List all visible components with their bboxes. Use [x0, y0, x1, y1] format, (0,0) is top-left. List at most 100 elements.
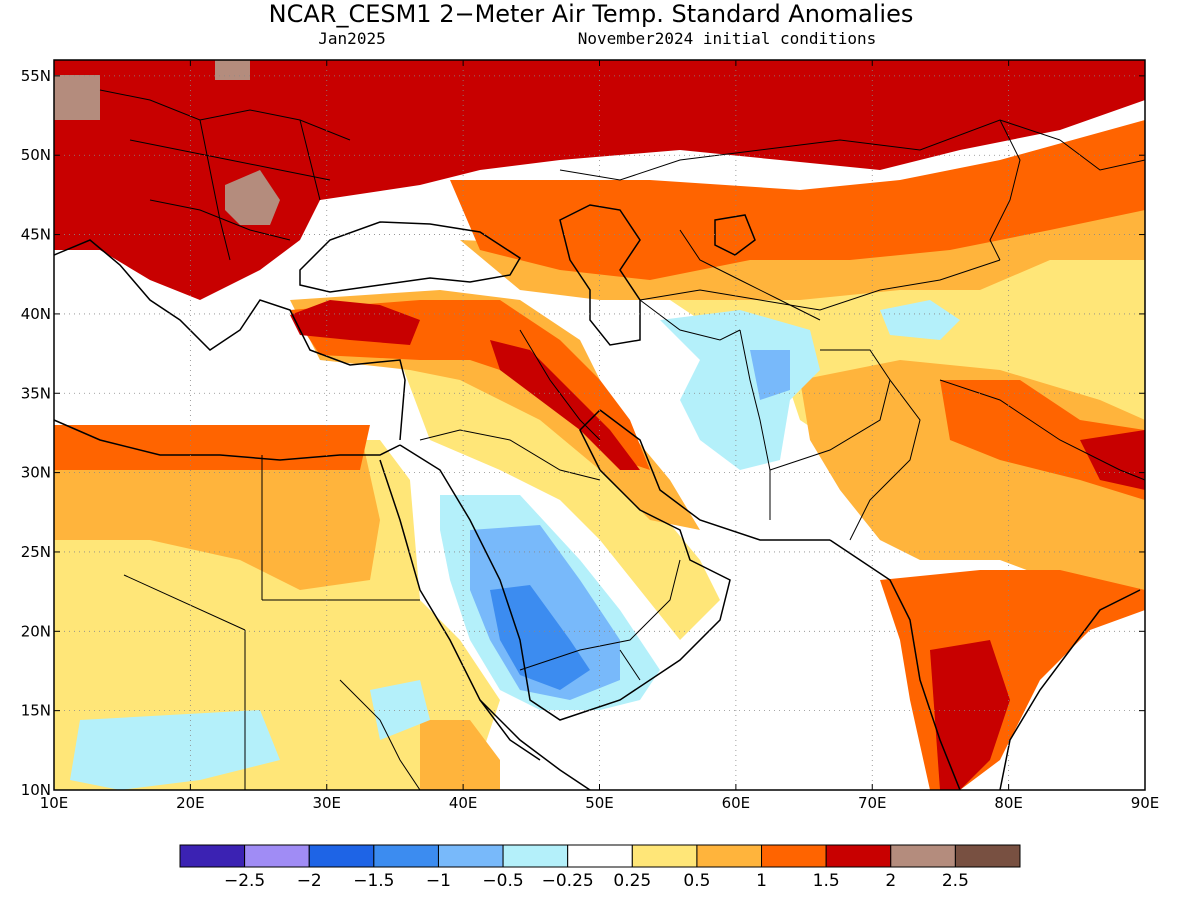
longitude-axis: 10E 20E 30E 40E 50E 60E 70E 80E 90E	[40, 60, 1160, 812]
colorbar-label: 1	[756, 871, 767, 891]
lat-tick-label: 20N	[21, 622, 51, 640]
colorbar-swatch	[696, 844, 763, 868]
colorbar-swatch	[567, 844, 633, 868]
coastline-mediterranean-north	[54, 239, 406, 441]
colorbar-swatch	[502, 844, 569, 868]
border-libya-chad	[123, 574, 246, 631]
colorbar-swatch	[437, 844, 504, 868]
anomaly-region-brown-north	[54, 75, 100, 120]
border-europe-2	[129, 139, 331, 181]
lat-tick-label: 30N	[21, 464, 51, 482]
lon-tick-label: 10E	[40, 794, 69, 812]
border-afghanistan-pakistan	[769, 349, 891, 471]
lat-tick-label: 50N	[21, 146, 51, 164]
lat-tick-label: 35N	[21, 384, 51, 402]
colorbar-label: 0.25	[613, 871, 651, 891]
gridlines	[54, 60, 1145, 790]
border-europe-3	[149, 199, 291, 241]
chart-title: NCAR_CESM1 2−Meter Air Temp. Standard An…	[269, 0, 914, 28]
anomaly-region-orange-north	[450, 120, 1145, 280]
colorbar: −2.5 −2 −1.5 −1 −0.5 −0.25 0.25 0.5 1 1.5 2 2.5	[179, 844, 1021, 891]
coastline-india-east	[999, 589, 1141, 790]
anomaly-region-red-nepal	[1080, 430, 1145, 490]
colorbar-swatch	[825, 844, 892, 868]
lat-tick-label: 15N	[21, 702, 51, 720]
anomaly-region-brown-poland	[215, 60, 250, 80]
border-iraq-iran	[519, 329, 601, 441]
coastline-africa-north	[54, 419, 401, 461]
lat-tick-label: 25N	[21, 543, 51, 561]
anomaly-region-red-india	[930, 640, 1010, 790]
anomaly-region-lightblue-iran	[750, 350, 790, 400]
colorbar-label: 0.5	[683, 871, 710, 891]
border-turkmenistan	[639, 299, 741, 341]
lon-tick-label: 40E	[449, 794, 478, 812]
anomaly-region-lightcyan-horn	[370, 680, 430, 740]
anomaly-region-orange-himalaya	[940, 380, 1145, 500]
anomaly-region-red-iraq	[490, 340, 640, 470]
colorbar-swatch	[631, 844, 698, 868]
anomaly-region-yellow-levant	[400, 350, 720, 640]
border-kazakhstan-south	[639, 259, 1001, 311]
border-saudi-yemen	[519, 559, 681, 671]
map-area	[54, 60, 1145, 790]
lat-tick-label: 55N	[21, 67, 51, 85]
border-europe-5	[299, 119, 321, 201]
init-conditions: November2024 initial conditions	[578, 29, 877, 48]
colorbar-label: 1.5	[813, 871, 840, 891]
border-europe-4	[199, 119, 231, 261]
coastline-aral-sea	[714, 214, 756, 256]
border-kazakhstan-russia	[559, 119, 1061, 181]
lon-tick-label: 60E	[722, 794, 751, 812]
colorbar-label: −1.5	[353, 871, 394, 891]
lon-tick-label: 50E	[585, 794, 614, 812]
country-borders	[99, 89, 1145, 790]
lat-tick-label: 45N	[21, 226, 51, 244]
border-pakistan-india	[849, 379, 921, 541]
coastline-caspian-sea	[559, 204, 641, 346]
lat-tick-label: 10N	[21, 781, 51, 799]
lon-tick-label: 20E	[176, 794, 205, 812]
colorbar-label: −0.25	[542, 871, 594, 891]
colorbar-swatch	[954, 844, 1021, 868]
border-kazakhstan-china	[989, 119, 1021, 261]
colorbar-label: −2.5	[224, 871, 265, 891]
anomaly-region-orange-north-africa	[54, 425, 370, 470]
anomaly-region-lightcyan-africa	[70, 710, 280, 790]
colorbar-swatch	[308, 844, 375, 868]
anomaly-region-red-turkey	[290, 300, 420, 345]
colorbar-label: −1	[426, 871, 451, 891]
border-sudan-ethiopia	[339, 679, 421, 790]
latitude-axis: 55N 50N 45N 40N 35N 30N 25N 20N 15N 10N	[21, 67, 1145, 799]
border-china-mongolia	[1059, 139, 1145, 171]
colorbar-swatch	[179, 844, 246, 868]
colorbar-label: −0.5	[482, 871, 523, 891]
coastline-black-sea	[299, 221, 522, 293]
colorbar-label: 2	[885, 871, 896, 891]
border-uzbekistan	[679, 229, 821, 321]
colorbar-swatch	[761, 844, 827, 868]
anomaly-region-blue-arabia	[490, 585, 590, 690]
lon-tick-label: 80E	[994, 794, 1023, 812]
colorbar-swatch	[244, 844, 310, 868]
colorbar-swatch	[373, 844, 439, 868]
lon-tick-label: 30E	[312, 794, 341, 812]
border-europe-1	[99, 89, 351, 141]
coastline-horn-africa	[479, 699, 591, 790]
anomaly-region-brown-romania	[225, 170, 280, 225]
border-yemen-oman	[619, 649, 641, 681]
coastline-india-west	[829, 539, 961, 790]
anomaly-fill	[54, 60, 1145, 790]
coastline-red-sea-west	[379, 459, 541, 761]
lon-tick-label: 90E	[1131, 794, 1160, 812]
anomaly-region-lightcyan-kyrgyz	[880, 300, 960, 340]
coastlines-borders	[54, 204, 1141, 790]
colorbar-label: 2.5	[942, 871, 969, 891]
colorbar-label: −2	[297, 871, 322, 891]
colorbar-swatch	[890, 844, 956, 868]
valid-month: Jan2025	[318, 29, 385, 48]
coastline-arabia	[399, 409, 731, 721]
lat-tick-label: 40N	[21, 305, 51, 323]
coastline-persian-gulf	[599, 409, 830, 541]
